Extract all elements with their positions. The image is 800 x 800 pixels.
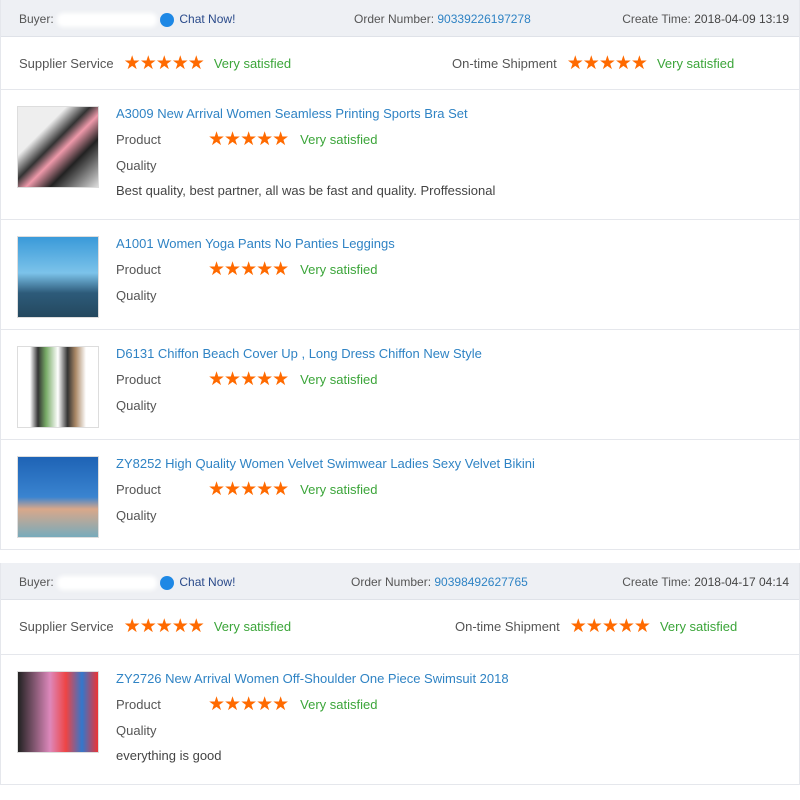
rating-text: Very satisfied	[659, 619, 738, 634]
ontime-shipment-label: On-time Shipment	[452, 56, 557, 71]
chat-icon[interactable]	[160, 575, 175, 590]
create-time: 2018-04-09 13:19	[694, 12, 789, 26]
review-item: ZY8252 High Quality Women Velvet Swimwea…	[1, 440, 799, 550]
product-title-link[interactable]: A3009 New Arrival Women Seamless Printin…	[116, 106, 468, 121]
review-item: A1001 Women Yoga Pants No Panties Leggin…	[1, 220, 799, 330]
buyer-label: Buyer:	[19, 575, 54, 589]
quality-label: Quality	[116, 723, 157, 738]
product-label: Product	[116, 262, 161, 277]
product-image[interactable]	[17, 456, 99, 538]
star-rating: ★★★★★	[569, 615, 651, 637]
chat-now-link[interactable]: Chat Now!	[179, 575, 236, 589]
product-image[interactable]	[17, 346, 99, 428]
star-rating: ★★★★★	[208, 478, 289, 500]
order-card: Buyer: Chat Now! Order Number: 903984926…	[0, 563, 800, 785]
product-title-link[interactable]: ZY2726 New Arrival Women Off-Shoulder On…	[116, 671, 509, 686]
store-rating-row: Supplier Service ★★★★★ Very satisfied On-t…	[1, 600, 799, 655]
order-number-label: Order Number:	[351, 575, 432, 589]
rating-text: Very satisfied	[300, 482, 378, 497]
quality-label: Quality	[116, 398, 157, 413]
product-image[interactable]	[17, 671, 99, 753]
review-item: ZY2726 New Arrival Women Off-Shoulder On…	[1, 655, 799, 785]
rating-text: Very satisfied	[300, 697, 378, 712]
review-item: A3009 New Arrival Women Seamless Printin…	[1, 90, 799, 220]
product-image[interactable]	[17, 106, 99, 188]
buyer-name-redacted	[57, 575, 158, 590]
quality-label: Quality	[116, 508, 157, 523]
quality-label: Quality	[116, 158, 157, 173]
supplier-service-label: Supplier Service	[19, 619, 114, 634]
product-label: Product	[116, 697, 161, 712]
order-number[interactable]: 90339226197278	[437, 12, 531, 26]
rating-text: Very satisfied	[656, 56, 735, 71]
star-rating: ★★★★★	[208, 128, 289, 150]
star-rating: ★★★★★	[208, 368, 289, 390]
chat-icon[interactable]	[160, 12, 175, 27]
order-header: Buyer: Chat Now! Order Number: 903392261…	[1, 0, 799, 37]
order-number[interactable]: 90398492627765	[434, 575, 528, 589]
rating-text: Very satisfied	[213, 56, 292, 71]
product-title-link[interactable]: D6131 Chiffon Beach Cover Up , Long Dres…	[116, 346, 482, 361]
create-time-label: Create Time:	[622, 575, 691, 589]
create-time-label: Create Time:	[622, 12, 691, 26]
chat-now-link[interactable]: Chat Now!	[179, 12, 236, 26]
star-rating: ★★★★★	[208, 258, 289, 280]
product-image[interactable]	[17, 236, 99, 318]
review-comment: Best quality, best partner, all was be f…	[116, 183, 496, 198]
order-number-label: Order Number:	[354, 12, 435, 26]
order-card: Buyer: Chat Now! Order Number: 903392261…	[0, 0, 800, 550]
store-rating-row: Supplier Service ★★★★★ Very satisfied On-t…	[1, 37, 799, 90]
review-item: D6131 Chiffon Beach Cover Up , Long Dres…	[1, 330, 799, 440]
rating-text: Very satisfied	[300, 132, 378, 147]
order-header: Buyer: Chat Now! Order Number: 903984926…	[1, 563, 799, 600]
rating-text: Very satisfied	[213, 619, 292, 634]
product-label: Product	[116, 372, 161, 387]
product-title-link[interactable]: A1001 Women Yoga Pants No Panties Leggin…	[116, 236, 395, 251]
star-rating: ★★★★★	[208, 693, 289, 715]
review-comment: everything is good	[116, 748, 222, 763]
supplier-service-label: Supplier Service	[19, 56, 114, 71]
buyer-label: Buyer:	[19, 12, 54, 26]
star-rating: ★★★★★	[123, 615, 205, 637]
buyer-name-redacted	[57, 12, 158, 27]
create-time: 2018-04-17 04:14	[694, 575, 789, 589]
rating-text: Very satisfied	[300, 372, 378, 387]
rating-text: Very satisfied	[300, 262, 378, 277]
product-title-link[interactable]: ZY8252 High Quality Women Velvet Swimwea…	[116, 456, 535, 471]
quality-label: Quality	[116, 288, 157, 303]
product-label: Product	[116, 132, 161, 147]
star-rating: ★★★★★	[566, 52, 648, 74]
star-rating: ★★★★★	[123, 52, 205, 74]
product-label: Product	[116, 482, 161, 497]
ontime-shipment-label: On-time Shipment	[455, 619, 560, 634]
